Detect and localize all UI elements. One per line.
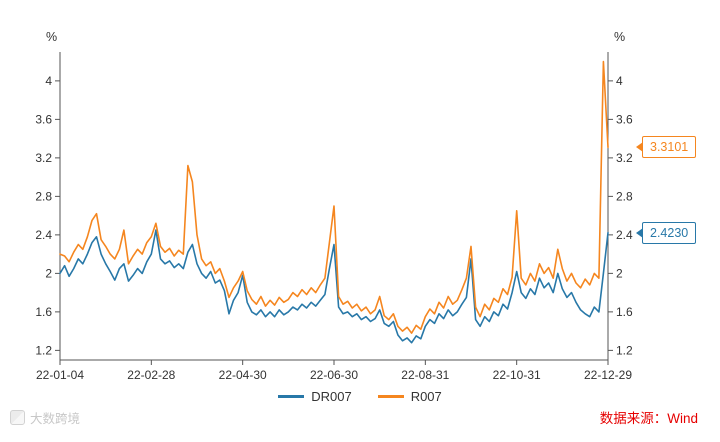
y-tick-label: 3.2	[35, 151, 52, 165]
y-tick-label: 4	[45, 74, 52, 88]
x-tick-label: 22-04-30	[219, 368, 267, 382]
x-tick-label: 22-02-28	[127, 368, 175, 382]
r007-line	[59, 60, 609, 334]
callout-value-label: 2.4230	[650, 225, 689, 240]
source-text: 数据来源：Wind	[599, 411, 698, 426]
legend: DR007 R007	[0, 389, 720, 404]
x-tick-label: 22-10-31	[493, 368, 541, 382]
y-tick-label: 2	[616, 266, 623, 280]
y-tick-label: 1.2	[35, 343, 52, 357]
y-tick-label: 1.2	[616, 343, 633, 357]
legend-item-r007: R007	[377, 389, 442, 404]
y-tick-label: 2.8	[616, 189, 633, 203]
x-tick-label: 22-08-31	[401, 368, 449, 382]
y-tick-label: 1.6	[616, 305, 633, 319]
x-tick-label: 22-12-29	[584, 368, 632, 382]
dr007-line	[59, 229, 609, 344]
y-tick-label: 4	[616, 74, 623, 88]
watermark: 大数跨境	[10, 408, 80, 427]
watermark-logo-icon	[10, 410, 25, 425]
unit-label-left: %	[46, 30, 58, 44]
y-tick-label: 2	[45, 266, 52, 280]
legend-label-dr007: DR007	[311, 389, 352, 404]
y-tick-label: 1.6	[35, 305, 52, 319]
callout-r007-value: 3.3101	[635, 136, 697, 159]
r007-line-swatch	[377, 395, 404, 398]
callout-dr007-value: 2.4230	[635, 221, 697, 244]
y-tick-label: 3.6	[35, 112, 52, 126]
legend-item-dr007: DR007	[278, 389, 352, 404]
x-tick-label: 22-06-30	[310, 368, 358, 382]
dr007-line-swatch	[278, 395, 305, 398]
watermark-text: 大数跨境	[30, 412, 81, 426]
x-tick-label: 22-01-04	[36, 368, 84, 382]
y-tick-label: 2.8	[35, 189, 52, 203]
unit-label-right: %	[614, 30, 626, 44]
y-tick-label: 3.2	[616, 151, 633, 165]
legend-label-r007: R007	[410, 389, 442, 404]
y-tick-label: 2.4	[35, 228, 52, 242]
y-tick-label: 3.6	[616, 112, 633, 126]
callout-value-label: 3.3101	[650, 140, 689, 155]
y-tick-label: 2.4	[616, 228, 633, 242]
